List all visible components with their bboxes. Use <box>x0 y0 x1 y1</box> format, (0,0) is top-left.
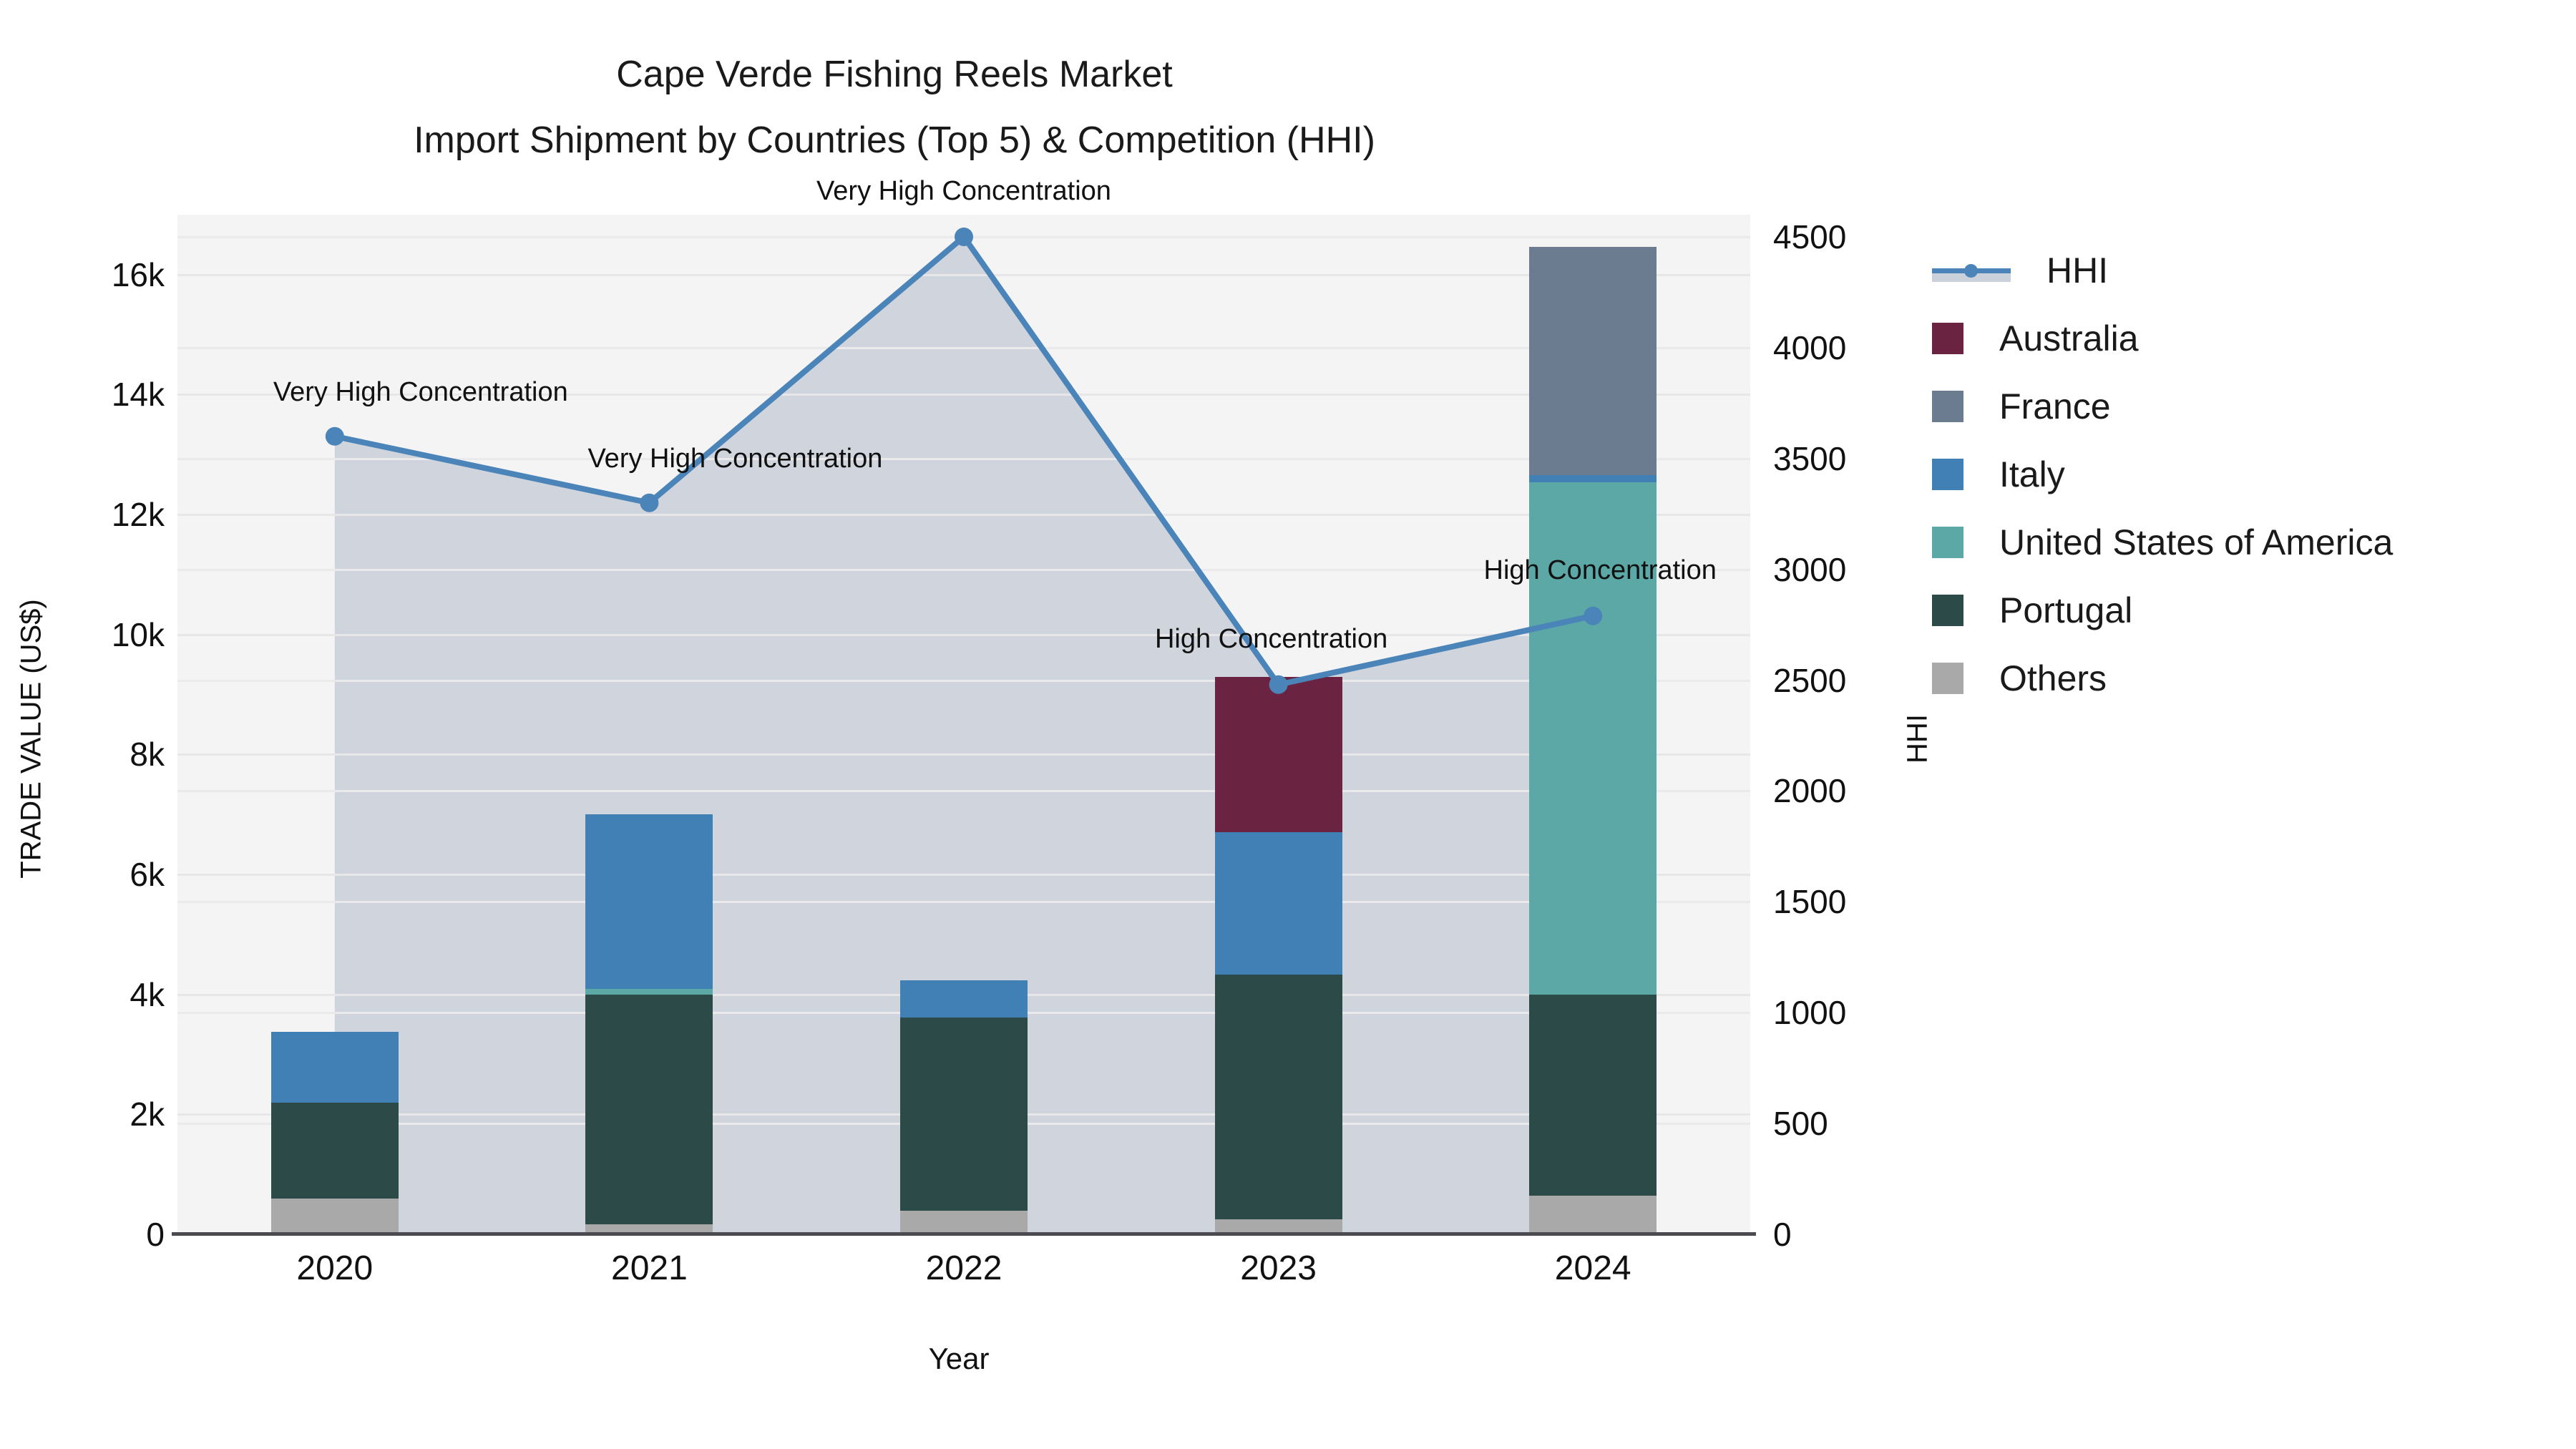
y-tick-right-1500: 1500 <box>1773 883 1847 921</box>
y-tick-left-8k: 8k <box>130 736 165 774</box>
bar-segment-others-2023[interactable] <box>1214 1219 1342 1234</box>
legend-label: United States of America <box>1999 522 2394 562</box>
annotation-2024: High Concentration <box>1483 555 1717 585</box>
bar-segment-united-states-of-america-2021[interactable] <box>585 989 713 995</box>
x-axis-label: Year <box>928 1342 990 1375</box>
bar-segment-italy-2022[interactable] <box>900 980 1028 1018</box>
y-tick-left-14k: 14k <box>111 376 165 414</box>
gridline <box>177 568 1750 571</box>
legend-label: Portugal <box>1999 590 2133 630</box>
legend-item-france[interactable]: France <box>1932 372 2393 440</box>
bar-segment-others-2022[interactable] <box>900 1211 1028 1234</box>
legend-label: Australia <box>1999 318 2139 358</box>
legend-swatch-icon <box>1932 390 1963 422</box>
x-tick-2022[interactable]: 2022 <box>925 1249 1002 1287</box>
y-tick-right-2000: 2000 <box>1773 772 1847 810</box>
bar-segment-france-2024[interactable] <box>1529 247 1657 475</box>
bar-segment-others-2021[interactable] <box>585 1224 713 1234</box>
bar-segment-others-2024[interactable] <box>1529 1195 1657 1234</box>
bar-segment-australia-2023[interactable] <box>1214 677 1342 832</box>
y-tick-left-12k: 12k <box>111 496 165 534</box>
plot-area <box>177 215 1750 1234</box>
legend-item-others[interactable]: Others <box>1932 644 2393 712</box>
gridline <box>177 394 1750 396</box>
bar-segment-portugal-2024[interactable] <box>1529 994 1657 1196</box>
hhi-marker-2022[interactable] <box>955 227 973 246</box>
legend-item-australia[interactable]: Australia <box>1932 304 2393 372</box>
y-tick-left-0: 0 <box>146 1216 165 1253</box>
legend-swatch-icon <box>1932 594 1963 626</box>
bar-segment-portugal-2022[interactable] <box>900 1017 1028 1211</box>
y-tick-left-10k: 10k <box>111 615 165 653</box>
hhi-marker-2021[interactable] <box>640 493 659 512</box>
hhi-line-icon <box>1932 255 2011 286</box>
y-tick-right-3500: 3500 <box>1773 439 1847 477</box>
y-tick-right-1000: 1000 <box>1773 994 1847 1032</box>
y-tick-right-2500: 2500 <box>1773 661 1847 699</box>
y-tick-right-3000: 3000 <box>1773 550 1847 588</box>
hhi-line <box>333 233 1594 688</box>
hhi-marker-2023[interactable] <box>1269 675 1288 694</box>
legend-swatch-icon <box>1932 662 1963 694</box>
gridline <box>177 514 1750 517</box>
chart-title-block: Cape Verde Fishing Reels Market Import S… <box>0 56 1789 159</box>
gridline <box>177 273 1750 276</box>
bar-segment-italy-2020[interactable] <box>270 1031 399 1103</box>
gridline <box>177 457 1750 460</box>
x-tick-2023[interactable]: 2023 <box>1240 1249 1317 1287</box>
y-tick-right-0: 0 <box>1773 1216 1792 1253</box>
y-tick-left-6k: 6k <box>130 856 165 894</box>
gridline <box>177 679 1750 682</box>
y-tick-right-4000: 4000 <box>1773 328 1847 366</box>
page-title: Cape Verde Fishing Reels Market <box>616 54 1173 95</box>
legend-swatch-icon <box>1932 458 1963 490</box>
legend-label: France <box>1999 386 2111 426</box>
legend-item-hhi[interactable]: HHI <box>1932 236 2393 304</box>
y-tick-left-4k: 4k <box>130 975 165 1013</box>
annotation-2022: Very High Concentration <box>816 175 1111 206</box>
bar-segment-portugal-2020[interactable] <box>270 1102 399 1199</box>
y-tick-left-16k: 16k <box>111 255 165 293</box>
y-axis-right-label: HHI <box>1901 714 1933 763</box>
x-axis-line <box>172 1232 1756 1236</box>
legend-swatch-icon <box>1932 526 1963 558</box>
legend-label: HHI <box>2046 250 2109 291</box>
chart-legend: HHI Australia France Italy United States of … <box>1932 236 2393 712</box>
legend-label: Italy <box>1999 454 2065 494</box>
bar-segment-united-states-of-america-2024[interactable] <box>1529 482 1657 995</box>
chart-subtitle: Import Shipment by Countries (Top 5) & C… <box>414 119 1375 161</box>
y-tick-left-2k: 2k <box>130 1096 165 1133</box>
y-axis-left-label: TRADE VALUE (US$) <box>15 599 47 879</box>
bar-segment-others-2020[interactable] <box>270 1198 399 1234</box>
legend-item-italy[interactable]: Italy <box>1932 440 2393 508</box>
legend-swatch-icon <box>1932 322 1963 354</box>
gridline <box>177 633 1750 636</box>
legend-item-united-states-of-america[interactable]: United States of America <box>1932 508 2393 576</box>
bar-segment-italy-2023[interactable] <box>1214 831 1342 975</box>
gridline <box>177 753 1750 756</box>
annotation-2020: Very High Concentration <box>273 376 568 407</box>
y-tick-right-4500: 4500 <box>1773 218 1847 255</box>
gridline <box>177 901 1750 904</box>
gridline <box>177 874 1750 877</box>
legend-item-portugal[interactable]: Portugal <box>1932 576 2393 644</box>
bar-segment-portugal-2023[interactable] <box>1214 975 1342 1220</box>
annotation-2021: Very High Concentration <box>587 443 883 474</box>
hhi-line-layer <box>325 227 1603 694</box>
bar-segment-italy-2021[interactable] <box>585 814 713 990</box>
gridline <box>177 346 1750 349</box>
hhi-marker-2024[interactable] <box>1584 606 1603 625</box>
hhi-marker-2020[interactable] <box>325 426 344 446</box>
bar-segment-portugal-2021[interactable] <box>585 994 713 1224</box>
annotation-2023: High Concentration <box>1154 623 1388 654</box>
x-tick-2020[interactable]: 2020 <box>296 1249 374 1287</box>
legend-label: Others <box>1999 658 2107 698</box>
y-tick-right-500: 500 <box>1773 1105 1828 1143</box>
x-tick-2021[interactable]: 2021 <box>611 1249 688 1287</box>
x-tick-2024[interactable]: 2024 <box>1554 1249 1631 1287</box>
bar-segment-italy-2024[interactable] <box>1529 474 1657 482</box>
gridline <box>177 790 1750 793</box>
